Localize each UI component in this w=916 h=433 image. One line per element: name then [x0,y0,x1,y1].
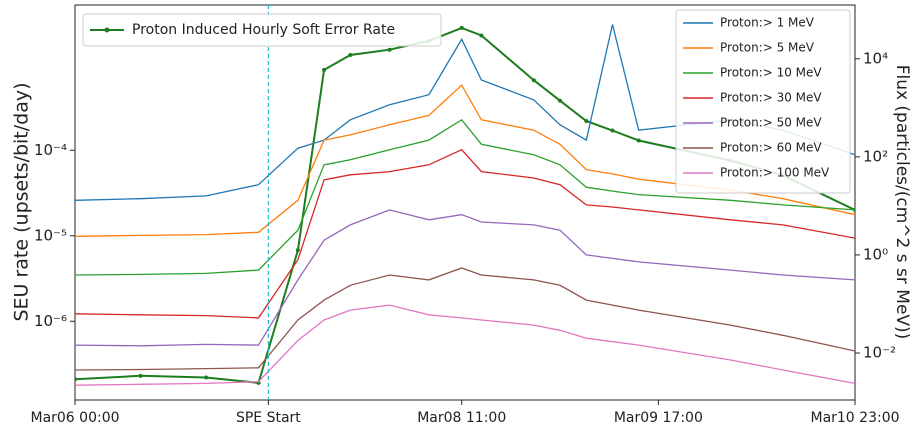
legend-label: Proton:> 50 MeV [720,116,822,130]
x-tick-label: Mar10 23:00 [810,410,899,426]
x-tick-label: Mar08 11:00 [417,410,506,426]
y2ticks-label: 10⁻² [863,343,896,361]
series-line [75,84,855,237]
yticks-label: 10⁻⁶ [34,312,67,330]
legend-label: Proton:> 5 MeV [720,41,815,55]
series-line [75,267,855,371]
series-marker [387,47,392,52]
series-marker [610,128,615,133]
legend-label: Proton:> 10 MeV [720,66,822,80]
legend-box [675,9,851,194]
series-line [75,118,855,276]
series-line [75,209,855,347]
series-marker [322,67,327,72]
series-marker [204,375,209,380]
y2-axis-label: Flux (particles/(cm^2 s sr MeV)) [892,65,912,340]
x-tick-label: SPE Start [236,410,301,426]
plot-frame [74,4,856,401]
y2ticks-label: 10² [863,147,888,165]
plot-area [75,24,855,386]
legend-label: Proton:> 100 MeV [720,166,830,180]
series-marker [636,138,641,143]
series-marker [459,25,464,30]
series-marker [584,118,589,123]
series-marker [75,377,77,382]
series-marker [138,373,143,378]
series-marker [295,248,300,253]
legend-label: Proton:> 60 MeV [720,141,822,155]
series-marker [348,53,353,58]
x-tick-label: Mar09 17:00 [614,410,703,426]
legend-label: Proton:> 30 MeV [720,91,822,105]
yticks-label: 10⁻⁵ [34,226,67,244]
legend-label: Proton Induced Hourly Soft Error Rate [132,22,395,38]
series-marker [531,78,536,83]
series-line [75,24,855,201]
legend-right: Proton:> 1 MeV Proton:> 5 MeV Proton:> 10 … [675,9,851,194]
legend-marker [104,27,110,33]
y2ticks-label: 10⁰ [863,245,888,263]
y2ticks-label: 10⁴ [863,49,888,67]
yticks-label: 10⁻⁴ [34,141,67,159]
legend-label: Proton:> 1 MeV [720,16,815,30]
legend-left: Proton Induced Hourly Soft Error Rate [82,13,442,47]
series-line [75,304,855,386]
series-marker [479,33,484,38]
series-marker [558,98,563,103]
y-axis-label: SEU rate (upsets/bit/day) [11,82,33,321]
series-line [75,148,855,319]
x-tick-label: Mar06 00:00 [30,410,119,426]
legend-box [82,13,442,47]
